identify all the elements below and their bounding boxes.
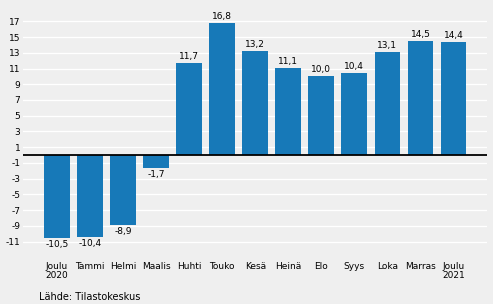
Bar <box>110 155 136 225</box>
Text: 16,8: 16,8 <box>212 12 232 21</box>
Bar <box>77 155 103 237</box>
Text: -10,4: -10,4 <box>78 239 102 248</box>
Text: 13,1: 13,1 <box>377 41 397 50</box>
Text: 14,5: 14,5 <box>411 30 430 39</box>
Text: -10,5: -10,5 <box>45 240 69 249</box>
Text: 11,7: 11,7 <box>179 52 199 61</box>
Bar <box>375 52 400 155</box>
Text: 10,0: 10,0 <box>311 65 331 74</box>
Bar <box>44 155 70 238</box>
Bar <box>176 63 202 155</box>
Text: 13,2: 13,2 <box>246 40 265 49</box>
Bar <box>276 68 301 155</box>
Text: -8,9: -8,9 <box>114 227 132 236</box>
Text: Lähde: Tilastokeskus: Lähde: Tilastokeskus <box>39 292 141 302</box>
Bar <box>342 73 367 155</box>
Bar <box>309 76 334 155</box>
Bar <box>210 23 235 155</box>
Text: 10,4: 10,4 <box>345 62 364 71</box>
Bar <box>441 42 466 155</box>
Bar <box>143 155 169 168</box>
Bar <box>408 41 433 155</box>
Text: 11,1: 11,1 <box>278 57 298 66</box>
Bar <box>243 51 268 155</box>
Text: -1,7: -1,7 <box>147 171 165 179</box>
Text: 14,4: 14,4 <box>444 31 463 40</box>
